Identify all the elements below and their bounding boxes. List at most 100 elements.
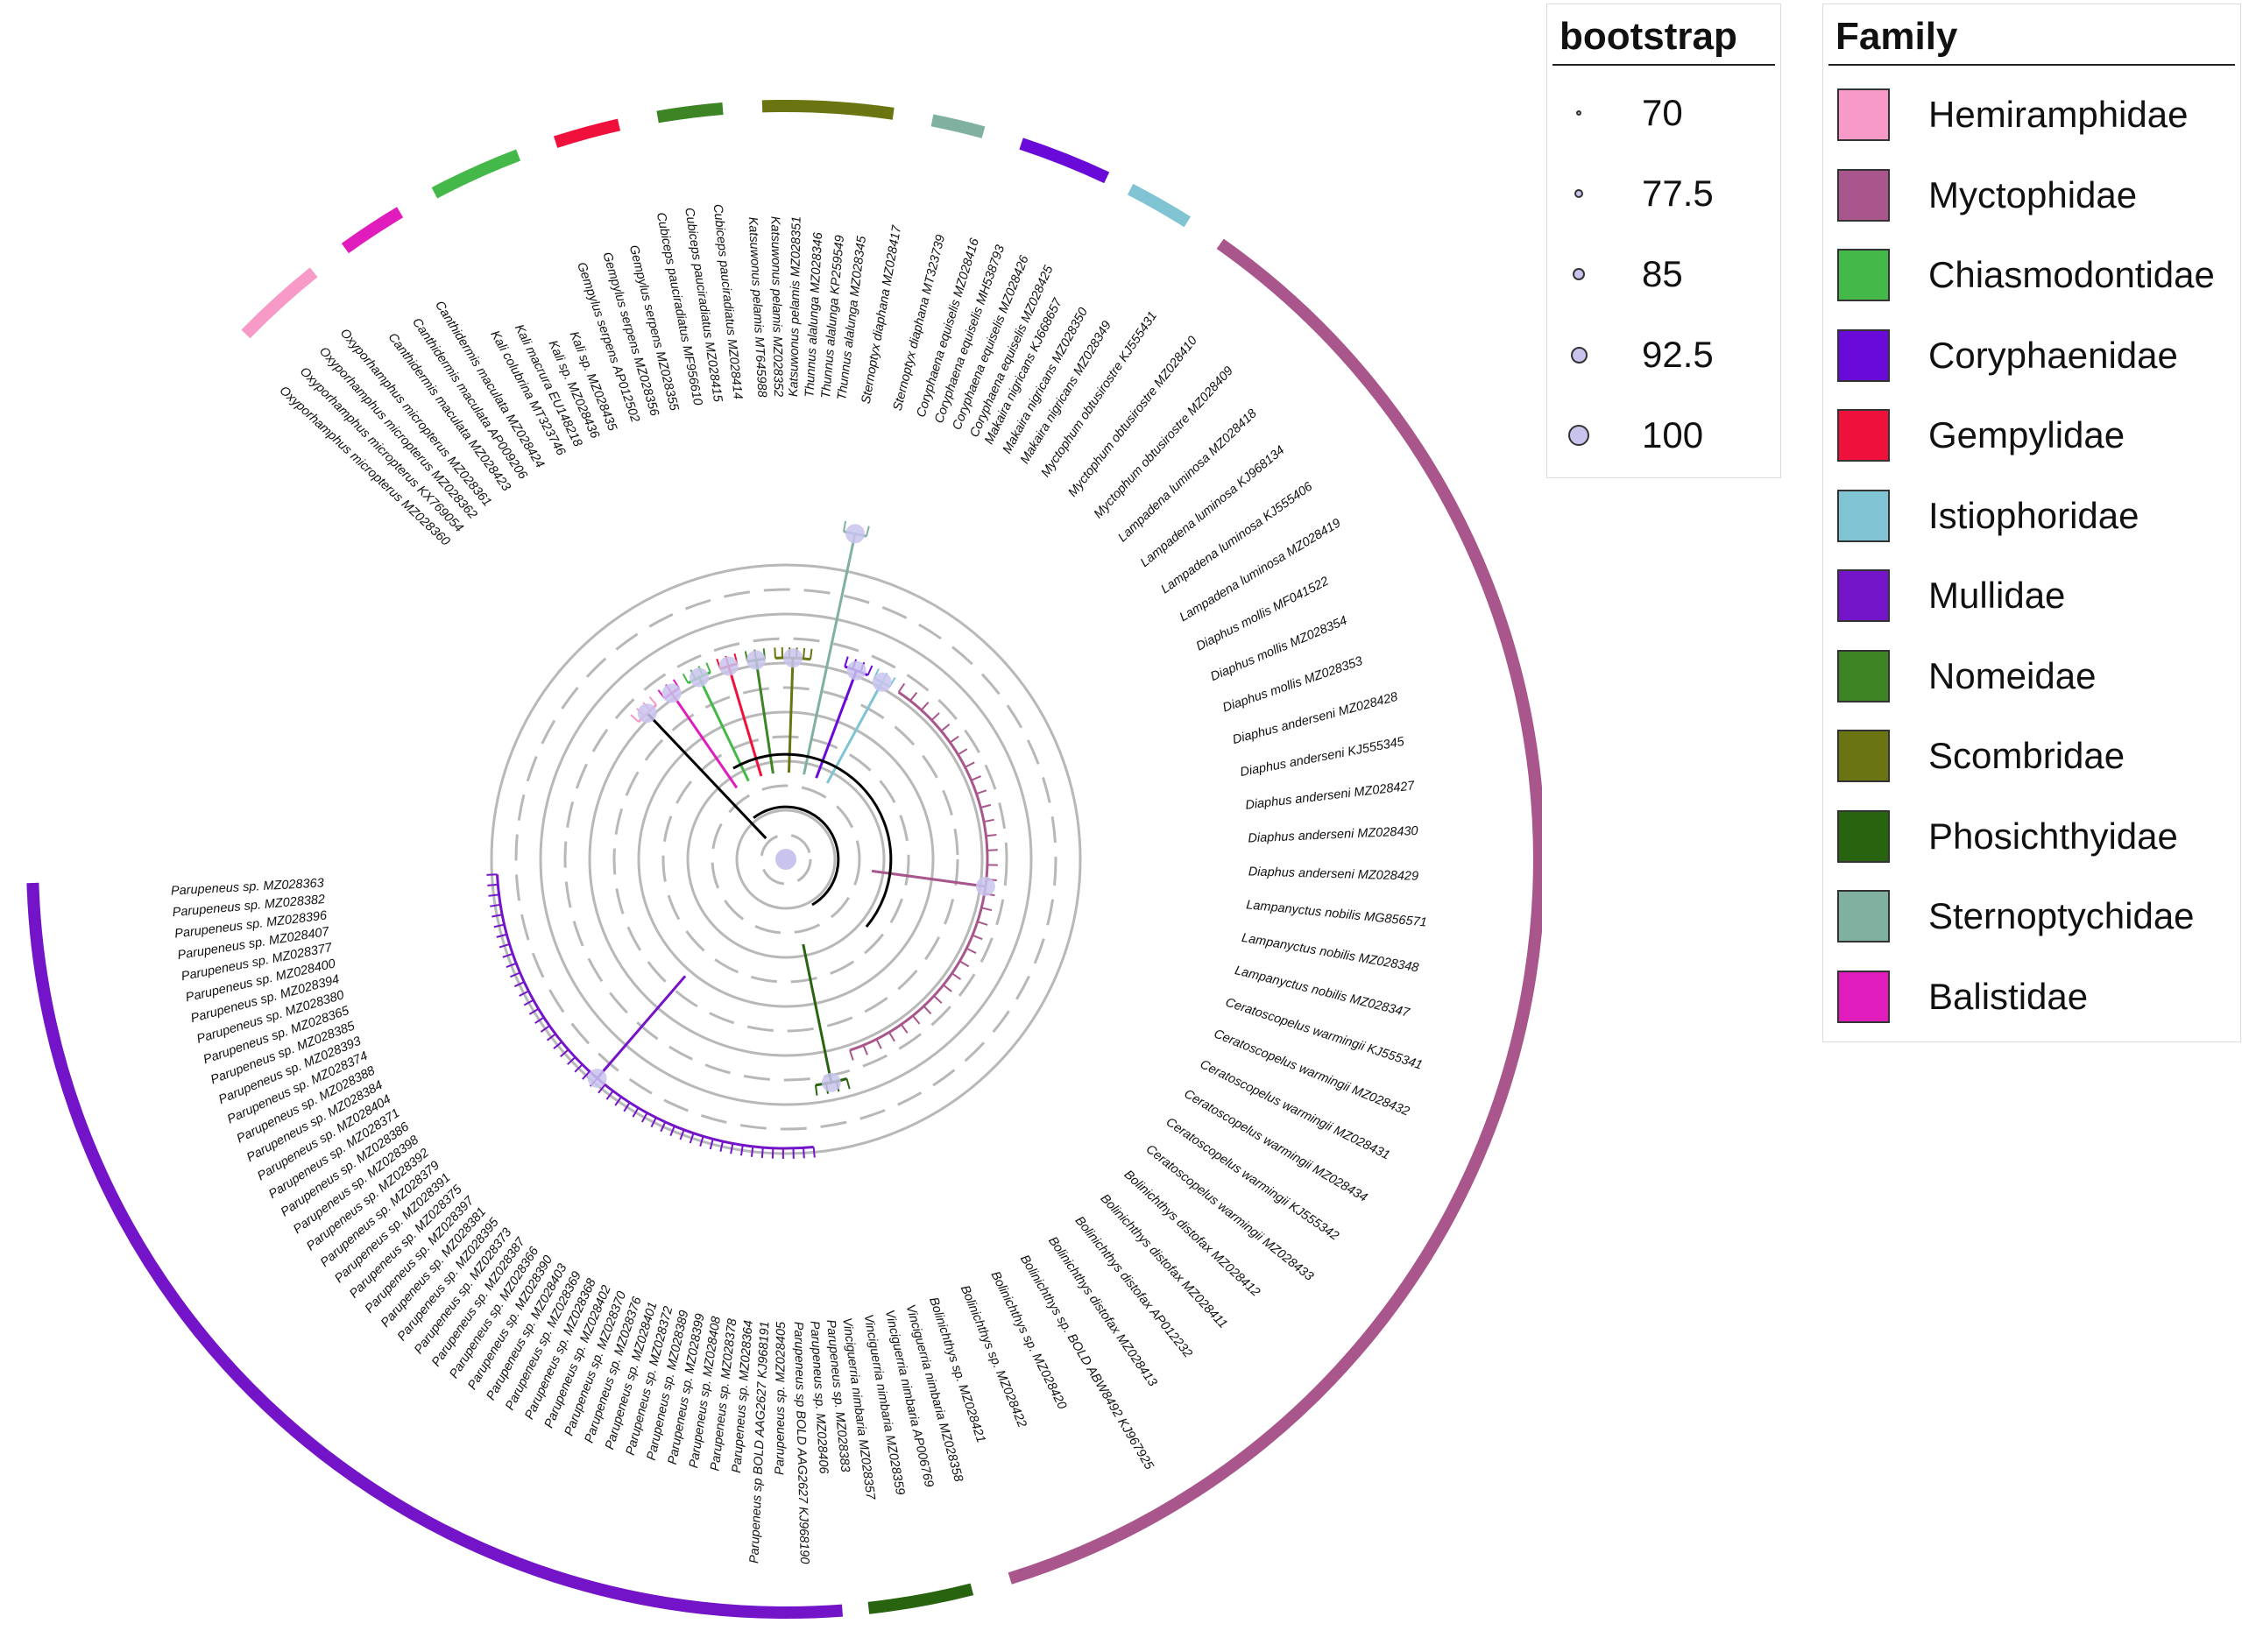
tip-branch	[949, 735, 959, 744]
tip-label: Katsuwonus pelamis MZ028351	[787, 216, 804, 398]
tip-branch	[940, 724, 951, 732]
family-label: Hemiramphidae	[1928, 94, 2189, 135]
family-swatch	[1837, 168, 1890, 222]
clade-arc	[849, 691, 989, 1052]
bootstrap-node	[846, 660, 866, 681]
family-arc-scombridae	[761, 99, 895, 120]
backbone-arc	[732, 752, 893, 928]
tip-branch	[679, 1129, 685, 1140]
bootstrap-legend-row: 70	[1547, 87, 1780, 139]
tip-branch	[506, 962, 517, 969]
tip-branch	[976, 789, 987, 795]
tip-branch	[632, 1107, 640, 1118]
tip-branch	[623, 1102, 631, 1112]
family-swatch	[1837, 730, 1890, 782]
bootstrap-label: 92.5	[1642, 334, 1714, 375]
tip-branch	[977, 921, 988, 926]
family-legend-title: Family	[1828, 11, 2235, 66]
tip-branch	[490, 903, 501, 907]
bootstrap-legend: bootstrap 70 77.5 85 92.5 100	[1546, 4, 1781, 478]
tip-branch	[502, 952, 513, 958]
scale-ring	[539, 612, 1033, 1106]
tip-branch	[582, 1070, 591, 1080]
tip-branch	[986, 834, 997, 837]
bootstrap-node	[661, 683, 682, 703]
family-swatch	[1837, 890, 1890, 942]
clade-stem	[670, 692, 739, 789]
family-legend-row: Balistidae	[1837, 965, 2231, 1027]
tip-branch	[546, 1033, 556, 1041]
family-label: Scombridae	[1928, 735, 2125, 776]
family-label: Coryphaenidae	[1928, 334, 2178, 376]
family-legend-row: Myctophidae	[1837, 164, 2231, 225]
tip-branch	[958, 960, 970, 968]
bootstrap-node	[845, 524, 866, 544]
tip-branch	[843, 520, 847, 532]
family-arc-nomeidae	[656, 102, 724, 124]
clade-stem	[802, 943, 833, 1084]
tip-branch	[730, 1143, 734, 1154]
family-arc-myctophidae	[1008, 238, 1542, 1585]
family-arc-istiophoridae	[1127, 183, 1192, 228]
family-legend-row: Mullidae	[1837, 564, 2231, 625]
tip-branch	[534, 1016, 545, 1024]
tip-branch	[719, 1140, 725, 1152]
scale-ring	[490, 563, 1082, 1155]
tip-branch	[943, 984, 952, 992]
tip-branch	[614, 1096, 622, 1106]
tip-label: Katsuwonus pelamis MZ028352	[767, 216, 785, 398]
family-swatch	[1837, 409, 1890, 462]
bootstrap-label: 85	[1642, 253, 1683, 294]
bootstrap-node	[821, 1072, 841, 1092]
bootstrap-nodes	[587, 524, 995, 1092]
family-arc-chiasmodontidae	[431, 149, 521, 199]
family-legend-row: Coryphaenidae	[1837, 324, 2231, 385]
tip-branch	[567, 1056, 576, 1065]
family-label: Chiasmodontidae	[1928, 254, 2215, 295]
tip-branch	[933, 995, 943, 1004]
tip-label: Katsuwonus pelamis MT645988	[746, 216, 769, 398]
tip-label: Diaphus anderseni KJ555345	[1239, 735, 1406, 780]
tip-branch	[540, 1025, 550, 1033]
bootstrap-node	[587, 1068, 607, 1088]
tip-branch	[803, 1147, 805, 1159]
scale-ring	[735, 808, 837, 910]
tip-branch	[875, 1038, 882, 1049]
scale-rings	[490, 563, 1082, 1155]
tip-branch	[519, 990, 529, 997]
tip-branch	[980, 803, 992, 808]
tip-label: Parupeneus sp BOLD AAG2627 KJ968190	[791, 1322, 811, 1564]
family-swatch	[1837, 809, 1890, 863]
tip-branch	[965, 947, 977, 954]
tip-label: Ceratoscopelus warmingii MZ028432	[1212, 1027, 1411, 1119]
family-swatch	[1837, 328, 1890, 382]
tip-branch	[560, 1048, 569, 1058]
tip-branch	[487, 883, 499, 886]
bootstrap-label: 100	[1642, 414, 1704, 455]
tip-branch	[760, 1147, 764, 1158]
tip-branch	[810, 648, 813, 660]
family-label: Mullidae	[1928, 575, 2066, 616]
family-arc-sternoptychidae	[930, 114, 986, 138]
family-arc-phosichthyidae	[867, 1583, 974, 1614]
tip-branch	[972, 934, 983, 941]
tip-branch	[488, 893, 499, 897]
family-label: Sternoptychidae	[1928, 895, 2195, 936]
tip-branch	[499, 942, 510, 949]
bootstrap-symbol	[1568, 425, 1589, 446]
family-label: Balistidae	[1928, 975, 2089, 1017]
family-legend-row: Chiasmodontidae	[1837, 244, 2231, 305]
tip-branch	[574, 1063, 583, 1073]
scale-ring	[711, 784, 861, 935]
family-label: Istiophoridae	[1928, 494, 2139, 536]
scale-ring	[612, 686, 959, 1033]
bootstrap-legend-title: bootstrap	[1552, 11, 1775, 66]
scale-ring	[760, 833, 812, 886]
tip-branch	[803, 647, 806, 659]
clade-stem	[646, 712, 767, 840]
tip-branch	[553, 1041, 562, 1049]
family-legend-row: Scombridae	[1837, 724, 2231, 786]
tip-label: Diaphus anderseni MZ028427	[1245, 779, 1417, 812]
tip-branch	[510, 971, 520, 978]
bootstrap-legend-row: 92.5	[1547, 328, 1780, 381]
